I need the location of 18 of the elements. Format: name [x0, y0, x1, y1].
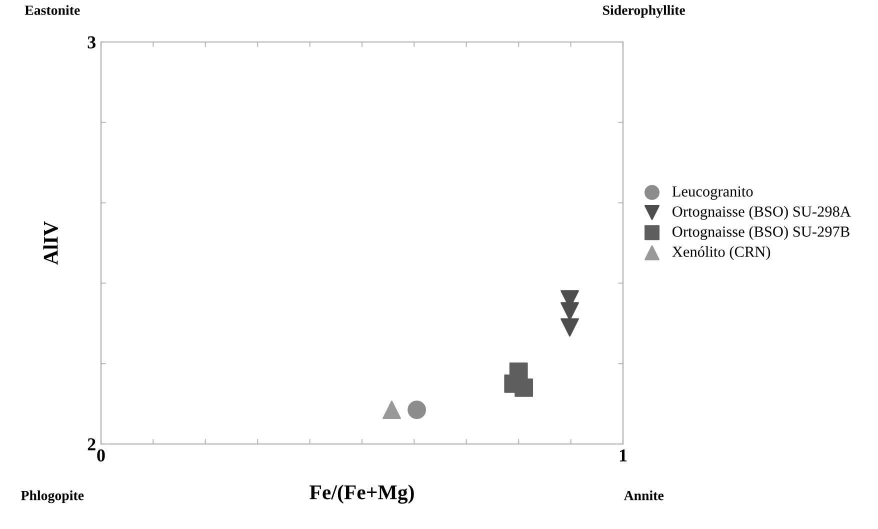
text: Phlogopite — [20, 490, 84, 504]
y-tick-label: 2 — [88, 438, 96, 450]
x-axis-title: Fe/(Fe+Mg) — [310, 484, 414, 504]
point — [408, 400, 426, 420]
point — [382, 400, 401, 420]
legend-label: Ortognaisse (BSO) SU-297B — [672, 226, 850, 240]
point — [560, 318, 579, 337]
text: Siderophyllite — [603, 5, 686, 18]
point — [514, 378, 534, 397]
x-tick-label: 0 — [97, 449, 105, 462]
legend-label: Leucogranito — [672, 186, 753, 200]
text: Annite — [624, 490, 664, 500]
x-tick-label: 1 — [620, 449, 627, 462]
y-axis-title: AlIV — [43, 221, 58, 265]
y-tick-label: 3 — [88, 36, 96, 48]
legend-label: Ortognaisse (BSO) SU-298A — [672, 206, 851, 220]
legend-label: Xenólito (CRN) — [672, 246, 770, 260]
text: Eastonite — [24, 5, 80, 15]
